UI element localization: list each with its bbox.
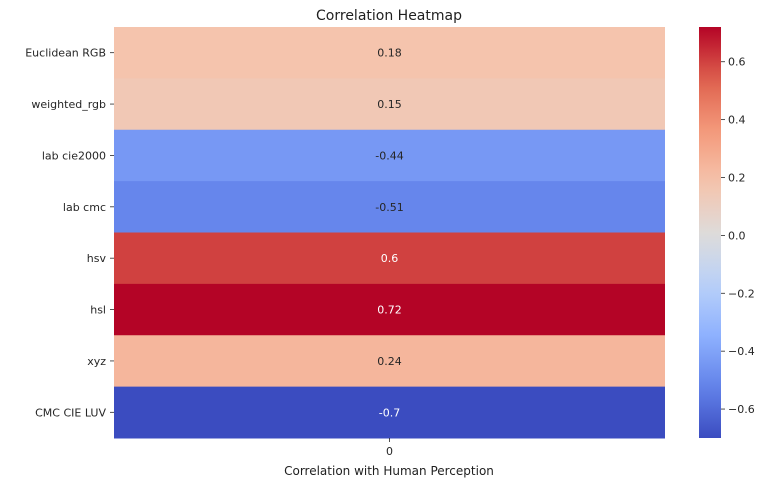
y-tick-label: CMC CIE LUV xyxy=(35,406,106,419)
colorbar-tick-label: 0.0 xyxy=(728,229,746,242)
heatmap-cell xyxy=(114,27,665,79)
cell-value-label: -0.44 xyxy=(375,149,403,162)
y-tick-label: xyz xyxy=(87,355,106,368)
chart-title: Correlation Heatmap xyxy=(316,8,462,24)
heatmap-cells: 0.18 0.15 -0.44 -0.51 0.6 0.72 0.24 -0.7 xyxy=(114,27,665,439)
cell-value-label: 0.6 xyxy=(381,252,399,265)
colorbar-tick-label: 0.4 xyxy=(728,114,746,127)
colorbar-tick-label: −0.4 xyxy=(728,345,755,358)
colorbar-tick-label: −0.6 xyxy=(728,403,755,416)
heatmap-cell xyxy=(114,78,665,131)
heatmap-cell xyxy=(114,283,665,336)
cell-value-label: -0.51 xyxy=(375,201,403,214)
colorbar: 0.6 0.4 0.2 0.0 −0.2 −0.4 −0.6 xyxy=(699,27,755,438)
y-tick-label: hsv xyxy=(87,252,107,265)
cell-value-label: 0.18 xyxy=(377,47,402,60)
y-tick-label: lab cmc xyxy=(63,201,106,214)
y-tick-label: lab cie2000 xyxy=(42,149,106,162)
y-tick-label: Euclidean RGB xyxy=(25,47,106,60)
y-tick-label: hsl xyxy=(90,304,106,317)
colorbar-tick-label: −0.2 xyxy=(728,287,755,300)
heatmap-cell xyxy=(114,129,665,182)
cell-value-label: 0.72 xyxy=(377,304,402,317)
x-axis: 0 xyxy=(386,438,393,458)
x-tick-label: 0 xyxy=(386,445,393,458)
heatmap-cell xyxy=(114,181,665,233)
colorbar-tick-label: 0.6 xyxy=(728,56,746,69)
heatmap-cell xyxy=(114,386,665,439)
colorbar-gradient-bar xyxy=(699,27,721,438)
heatmap-cell xyxy=(114,335,665,388)
x-axis-label: Correlation with Human Perception xyxy=(284,464,494,478)
colorbar-tick-label: 0.2 xyxy=(728,172,746,185)
cell-value-label: 0.24 xyxy=(377,355,402,368)
cell-value-label: -0.7 xyxy=(379,406,400,419)
y-tick-label: weighted_rgb xyxy=(31,98,106,111)
heatmap-cell xyxy=(114,232,665,285)
cell-value-label: 0.15 xyxy=(377,98,402,111)
